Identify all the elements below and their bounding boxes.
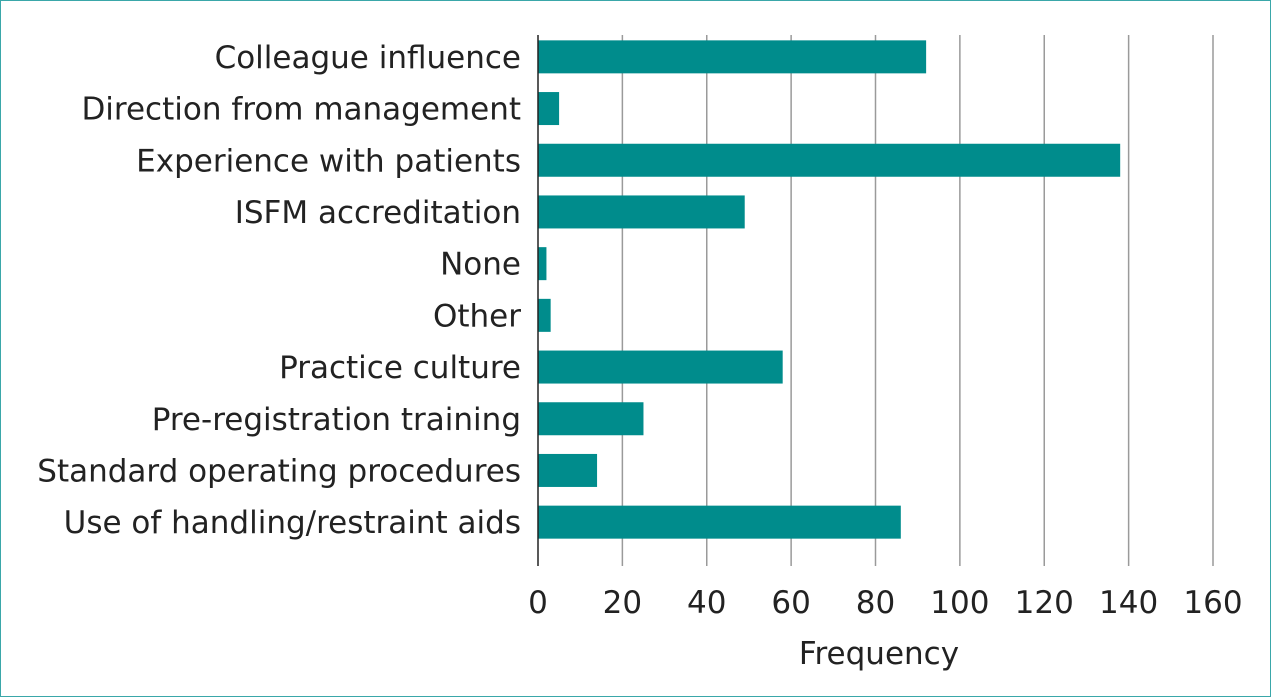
category-label: Standard operating procedures <box>37 453 521 489</box>
x-tick-label: 160 <box>1183 585 1242 621</box>
category-label: Direction from management <box>81 92 521 128</box>
bar-other <box>538 298 551 332</box>
bar-practice-culture <box>538 350 783 384</box>
category-label: ISFM accreditation <box>235 195 521 231</box>
category-label: Colleague influence <box>215 40 521 76</box>
bar-direction-from-management <box>538 92 560 126</box>
category-label: Experience with patients <box>136 143 521 179</box>
x-tick-label: 140 <box>1099 585 1158 621</box>
category-label: Other <box>433 298 521 334</box>
x-tick-label: 100 <box>930 585 989 621</box>
x-tick-label: 80 <box>856 585 895 621</box>
bar-none <box>538 247 547 281</box>
x-tick-label: 120 <box>1015 585 1074 621</box>
x-tick-label: 20 <box>603 585 642 621</box>
gridlines <box>621 35 1214 566</box>
x-tick-label: 40 <box>687 585 726 621</box>
bar-colleague-influence <box>538 40 927 74</box>
x-tick-label: 60 <box>771 585 810 621</box>
bar-isfm-accreditation <box>538 195 745 229</box>
bar-standard-operating-procedures <box>538 453 598 487</box>
x-axis-title: Frequency <box>799 636 959 672</box>
bars <box>538 40 1121 539</box>
x-tick-label: 0 <box>528 585 548 621</box>
bar-experience-with-patients <box>538 143 1121 177</box>
category-label: Use of handling/restraint aids <box>64 505 521 541</box>
x-tick-labels: 0 20 40 60 80 100 120 140 160 <box>528 585 1242 621</box>
bar-pre-registration-training <box>538 402 644 436</box>
category-labels: Colleague influence Direction from manage… <box>37 40 521 541</box>
category-label: Practice culture <box>279 350 521 386</box>
category-label: None <box>440 247 521 283</box>
category-label: Pre-registration training <box>152 402 521 438</box>
bar-use-of-handling-restraint-aids <box>538 505 901 539</box>
